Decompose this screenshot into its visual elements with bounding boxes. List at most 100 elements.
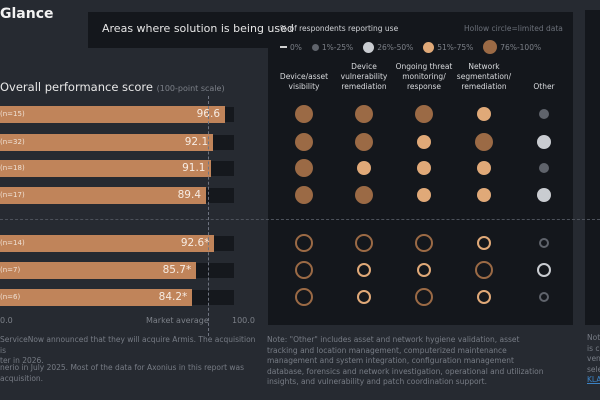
bar <box>0 134 214 151</box>
bar <box>0 160 211 177</box>
usage-dot <box>539 292 549 302</box>
legend-item: 1%-25% <box>311 42 354 52</box>
right-note: Not is c ven sele KLA <box>587 333 600 386</box>
bar <box>0 289 193 306</box>
matrix-title: Areas where solution is being used <box>102 22 294 35</box>
usage-dot <box>295 133 313 151</box>
right-note-line: Not <box>587 333 600 342</box>
right-panel <box>585 10 600 325</box>
legend-label: 51%-75% <box>437 42 474 52</box>
bar <box>0 187 207 204</box>
legend-label: 1%-25% <box>321 42 354 52</box>
axis-max-label: 100.0 <box>232 316 255 325</box>
limited-data-separator <box>0 219 600 220</box>
legend-label: 76%-100% <box>500 42 542 52</box>
legend-swatch <box>363 41 375 53</box>
market-average-label: Market average <box>146 316 209 325</box>
usage-dot <box>415 105 433 123</box>
bar-value-label: 91.1 <box>182 162 206 174</box>
bar-chart: (n=15) 96.6 (n=32) 92.1 (n=18) 91.1 (n=17) 89.4… <box>0 0 270 330</box>
usage-dot <box>415 288 433 306</box>
usage-dot <box>357 263 371 277</box>
left-note-2: nerio in July 2025. Most of the data for… <box>0 363 262 384</box>
left-note-2-line-1: nerio in July 2025. Most of the data for… <box>0 363 245 372</box>
legend-item: 0% <box>280 43 302 52</box>
usage-dot <box>537 263 551 277</box>
other-note: Note: "Other" includes asset and network… <box>267 335 544 386</box>
usage-dot <box>295 288 313 306</box>
usage-dot <box>475 261 493 279</box>
usage-dot <box>295 105 313 123</box>
bar-value-label: 85.7* <box>162 264 192 276</box>
bar <box>0 106 226 123</box>
matrix-column-header: Device/asset visibility <box>279 72 329 91</box>
right-note-link[interactable]: KLA <box>587 375 600 384</box>
usage-dot <box>417 135 431 149</box>
legend-swatch <box>423 41 435 53</box>
usage-dot <box>355 105 373 123</box>
bar-value-label: 89.4 <box>177 189 202 201</box>
usage-dot <box>355 133 373 151</box>
bar-chart-subtitle: Overall performance score (100-point sca… <box>0 80 225 94</box>
bar-category-label: (n=15) <box>0 110 25 118</box>
legend-item: 26%-50% <box>363 41 414 53</box>
bar <box>0 262 197 279</box>
right-note-line: is c <box>587 343 600 353</box>
bar <box>0 235 215 252</box>
axis-min-label: 0.0 <box>0 316 13 325</box>
left-note-1-line-1: ServiceNow announced that they will acqu… <box>0 335 256 355</box>
matrix-column-header: Network segmentation/remediation <box>456 62 512 91</box>
usage-dot <box>295 261 313 279</box>
bar-value-label: 92.1 <box>184 136 209 148</box>
market-average-line <box>208 96 209 336</box>
usage-dot <box>477 161 491 175</box>
bar-value-label: 96.6 <box>196 108 221 120</box>
usage-dot <box>537 135 551 149</box>
matrix-column-header: Ongoing threat monitoring/response <box>395 62 453 91</box>
usage-dot <box>539 163 549 173</box>
legend-note: Hollow circle=limited data <box>464 24 563 33</box>
usage-dot <box>539 109 549 119</box>
usage-dot <box>477 188 491 202</box>
legend-item: 76%-100% <box>483 40 541 54</box>
bar-category-label: (n=6) <box>0 293 21 301</box>
usage-dot <box>295 159 313 177</box>
right-note-line: sele <box>587 364 600 374</box>
usage-dot <box>357 161 371 175</box>
usage-dot <box>415 234 433 252</box>
left-note-1-line-2: ter in 2026. <box>0 356 44 365</box>
bar-category-label: (n=7) <box>0 266 21 274</box>
usage-dot <box>477 290 491 304</box>
left-note-2-line-2: acquisition. <box>0 373 44 383</box>
legend-swatch <box>280 46 287 48</box>
usage-dot <box>537 188 551 202</box>
legend-label: 0% <box>290 42 302 52</box>
usage-dot <box>477 107 491 121</box>
usage-dot <box>477 236 491 250</box>
subtitle-text: Overall performance score <box>0 80 153 94</box>
usage-dot <box>475 133 493 151</box>
bar-category-label: (n=18) <box>0 164 25 172</box>
matrix-column-header: Device vulnerability remediation <box>340 62 388 91</box>
bar-value-label: 84.2* <box>158 291 188 303</box>
legend-title: % of respondents reporting use <box>280 24 399 33</box>
page-title: Glance <box>0 6 54 22</box>
usage-dot <box>295 234 313 252</box>
usage-dot <box>417 188 431 202</box>
right-note-line: ven <box>587 354 600 363</box>
usage-dot <box>355 186 373 204</box>
legend: 0% 1%-25% 26%-50% 51%-75% 76%-100% <box>280 40 551 54</box>
legend-label: 26%-50% <box>377 42 414 52</box>
matrix-panel <box>268 48 573 325</box>
usage-dot <box>355 234 373 252</box>
legend-item: 51%-75% <box>423 41 474 53</box>
bar-value-label: 92.6* <box>180 237 210 249</box>
bar-category-label: (n=32) <box>0 138 25 146</box>
usage-dot <box>417 263 431 277</box>
legend-swatch <box>483 40 498 54</box>
usage-dot <box>357 290 371 304</box>
matrix-column-header: Other <box>533 82 555 91</box>
scale-note: (100-point scale) <box>156 84 225 93</box>
left-note-1: ServiceNow announced that they will acqu… <box>0 335 262 367</box>
usage-dot <box>295 186 313 204</box>
